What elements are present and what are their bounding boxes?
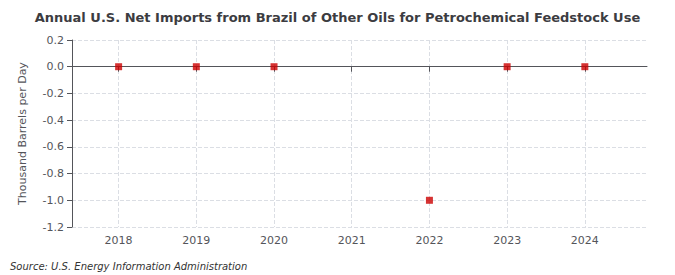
svg-text:2019: 2019 (182, 234, 210, 247)
svg-text:Source: U.S. Energy Informatio: Source: U.S. Energy Information Administ… (10, 261, 247, 272)
svg-text:Thousand Barrels per Day: Thousand Barrels per Day (16, 62, 29, 206)
svg-text:Annual U.S. Net Imports from B: Annual U.S. Net Imports from Brazil of O… (35, 10, 641, 25)
svg-text:-0.6: -0.6 (43, 140, 64, 153)
svg-text:2022: 2022 (415, 234, 443, 247)
svg-text:2018: 2018 (105, 234, 133, 247)
svg-text:-1.0: -1.0 (43, 194, 64, 207)
svg-text:2023: 2023 (493, 234, 521, 247)
svg-text:-0.8: -0.8 (43, 167, 64, 180)
svg-text:2024: 2024 (571, 234, 599, 247)
svg-text:2021: 2021 (338, 234, 366, 247)
svg-text:0.2: 0.2 (47, 34, 65, 47)
svg-text:2020: 2020 (260, 234, 288, 247)
svg-text:-1.2: -1.2 (43, 221, 64, 234)
svg-text:0.0: 0.0 (47, 60, 65, 73)
svg-text:-0.2: -0.2 (43, 87, 64, 100)
svg-text:-0.4: -0.4 (43, 114, 64, 127)
